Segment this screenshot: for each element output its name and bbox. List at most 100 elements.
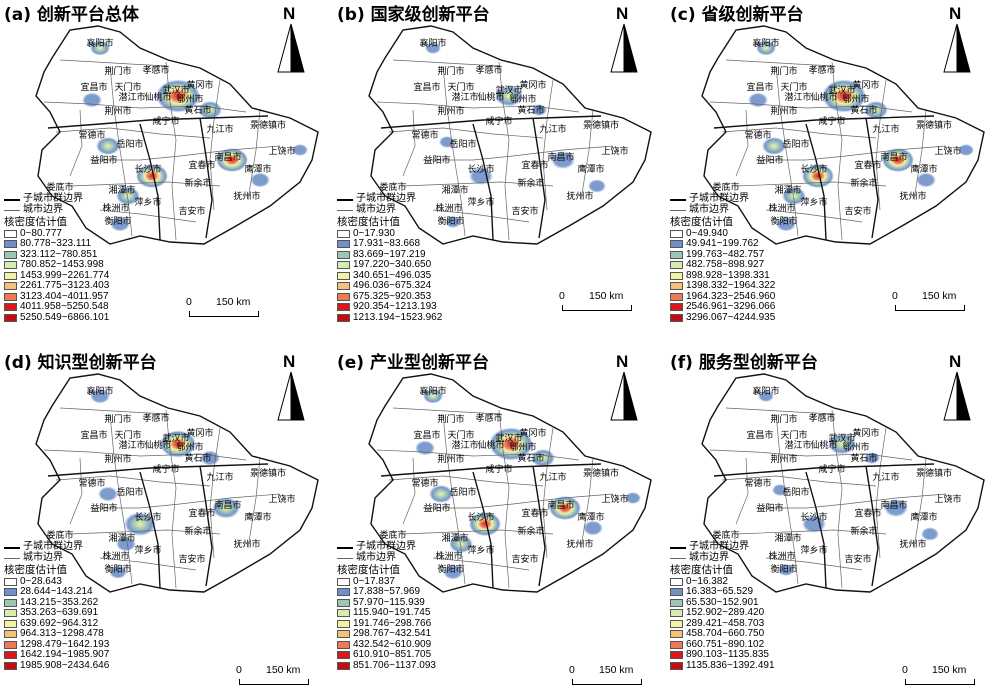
legend-swatch	[670, 577, 683, 586]
density-hotspot	[776, 216, 796, 232]
legend-group-boundary: 子城市群边界	[337, 542, 436, 553]
city-label: 岳阳市	[782, 138, 809, 150]
scale-distance: 150 km	[216, 296, 251, 308]
city-label: 九江市	[206, 123, 233, 135]
legend-class-label: 1213.194~1523.962	[353, 311, 443, 323]
city-label: 武汉市	[495, 84, 522, 96]
city-boundary	[423, 145, 614, 161]
city-label: 天门市	[114, 429, 141, 441]
map-panel-2: 襄阳市 荆门市 孝感市 宜昌市 天门市 武汉市 黄冈市 潜江市 仙桃市 鄂州市 荆州市 黄石市 咸宁市九…	[333, 0, 666, 348]
legend-class: 3296.067~4244.935	[670, 312, 775, 324]
legend-class: 17.838~57.969	[337, 586, 436, 598]
legend-group-boundary-swatch	[337, 198, 353, 201]
city-label: 鄂州市	[509, 93, 536, 105]
legend: 子城市群边界 城市边界 核密度估计值 0~49.940 49.941~199.762 19…	[670, 194, 775, 323]
city-label: 岳阳市	[116, 138, 143, 150]
legend-class: 1985.908~2434.646	[4, 660, 109, 672]
city-label: 娄底市	[712, 529, 739, 541]
legend-class-label: 57.970~115.939	[353, 596, 425, 608]
city-label: 景德镇市	[250, 467, 286, 479]
city-label: 宜春市	[521, 507, 548, 519]
density-hotspot	[212, 497, 240, 519]
city-label: 南昌市	[880, 499, 907, 511]
city-label: 黄冈市	[852, 79, 879, 91]
density-hotspot	[782, 187, 806, 205]
city-label: 九江市	[539, 123, 566, 135]
city-label: 黄石市	[850, 452, 877, 464]
city-label: 黄冈市	[519, 79, 546, 91]
city-label: 天门市	[447, 81, 474, 93]
city-label: 常德市	[744, 129, 771, 141]
group-boundary	[805, 471, 827, 589]
scale-bar-line	[189, 311, 259, 317]
city-label: 鹰潭市	[910, 511, 937, 523]
north-label: N	[949, 4, 962, 23]
city-label: 宜春市	[188, 159, 215, 171]
legend-class: 0~17.837	[337, 576, 436, 588]
legend-city-boundary-swatch	[337, 210, 353, 211]
north-label: N	[283, 4, 296, 23]
city-label: 武汉市	[162, 84, 189, 96]
legend-title: 核密度估计值	[670, 564, 733, 576]
city-label: 荆门市	[104, 65, 131, 77]
city-boundary	[69, 109, 83, 177]
region-base	[36, 26, 318, 244]
city-label: 常德市	[78, 129, 105, 141]
legend-swatch	[4, 619, 17, 628]
group-boundary	[47, 463, 269, 477]
city-label: 新余市	[184, 525, 211, 537]
legend-class: 1964.323~2546.960	[670, 291, 775, 303]
legend-class-label: 289.421~458.703	[686, 617, 765, 629]
legend-city-boundary: 城市边界	[670, 205, 775, 216]
legend-class-label: 152.902~289.420	[686, 607, 765, 618]
city-label: 荆州市	[437, 105, 464, 117]
legend-class: 83.669~197.219	[337, 248, 442, 261]
city-label: 娄底市	[379, 529, 406, 541]
legend-class-label: 83.669~197.219	[353, 248, 426, 260]
legend-group-boundary: 子城市群边界	[670, 542, 775, 553]
region-outline	[701, 373, 985, 593]
map-panel-3: 襄阳市 荆门市 孝感市 宜昌市 天门市 武汉市 黄冈市 潜江市 仙桃市 鄂州市 荆州市 黄石市 咸宁市九…	[666, 0, 999, 348]
legend-swatch	[4, 598, 17, 607]
legend-swatch	[670, 229, 683, 238]
city-boundary	[542, 427, 554, 559]
city-boundary	[913, 109, 927, 201]
region-base	[36, 374, 318, 592]
region-outline	[368, 25, 652, 245]
density-hotspot	[489, 427, 533, 461]
legend-swatch	[670, 640, 683, 649]
legend: 子城市群边界 城市边界 核密度估计值 0~17.837 17.838~57.969 57.…	[337, 542, 436, 671]
legend-class: 2261.775~3123.403	[4, 280, 109, 292]
legend-swatch	[4, 261, 17, 270]
legend-swatch	[337, 240, 350, 249]
legend-city-boundary-label: 城市边界	[689, 552, 729, 564]
legend-class-label: 115.940~191.745	[353, 607, 431, 618]
city-boundary	[55, 127, 211, 139]
legend-class-label: 458.704~660.750	[686, 628, 765, 639]
city-label: 吉安市	[178, 553, 205, 565]
legend-class: 0~16.382	[670, 576, 775, 588]
city-label: 萍乡市	[134, 544, 161, 556]
scale-zero: 0	[892, 290, 898, 302]
north-label: N	[949, 352, 962, 371]
legend-class-label: 197.220~340.650	[353, 259, 432, 270]
city-label: 景德镇市	[250, 119, 286, 131]
city-label: 上饶市	[268, 493, 295, 505]
legend-swatch	[670, 661, 683, 670]
city-label: 株洲市	[435, 550, 462, 562]
city-label: 仙桃市	[810, 439, 837, 451]
legend-class: 0~28.643	[4, 576, 109, 588]
legend-swatch	[670, 282, 683, 291]
density-hotspot	[96, 137, 120, 155]
city-boundary	[765, 209, 863, 223]
legend-class: 1298.479~1642.193	[4, 639, 109, 651]
legend-class: 298.767~432.541	[337, 628, 436, 640]
city-label: 荆门市	[770, 413, 797, 425]
legend: 子城市群边界 城市边界 核密度估计值 0~17.930 17.931~83.668 83.…	[337, 194, 442, 323]
legend-city-boundary: 城市边界	[670, 553, 775, 564]
city-label: 常德市	[78, 477, 105, 489]
city-boundary	[756, 493, 947, 509]
legend-class: 890.103~1135.835	[670, 649, 775, 661]
density-hotspot	[822, 79, 866, 113]
density-hotspot	[758, 390, 774, 402]
